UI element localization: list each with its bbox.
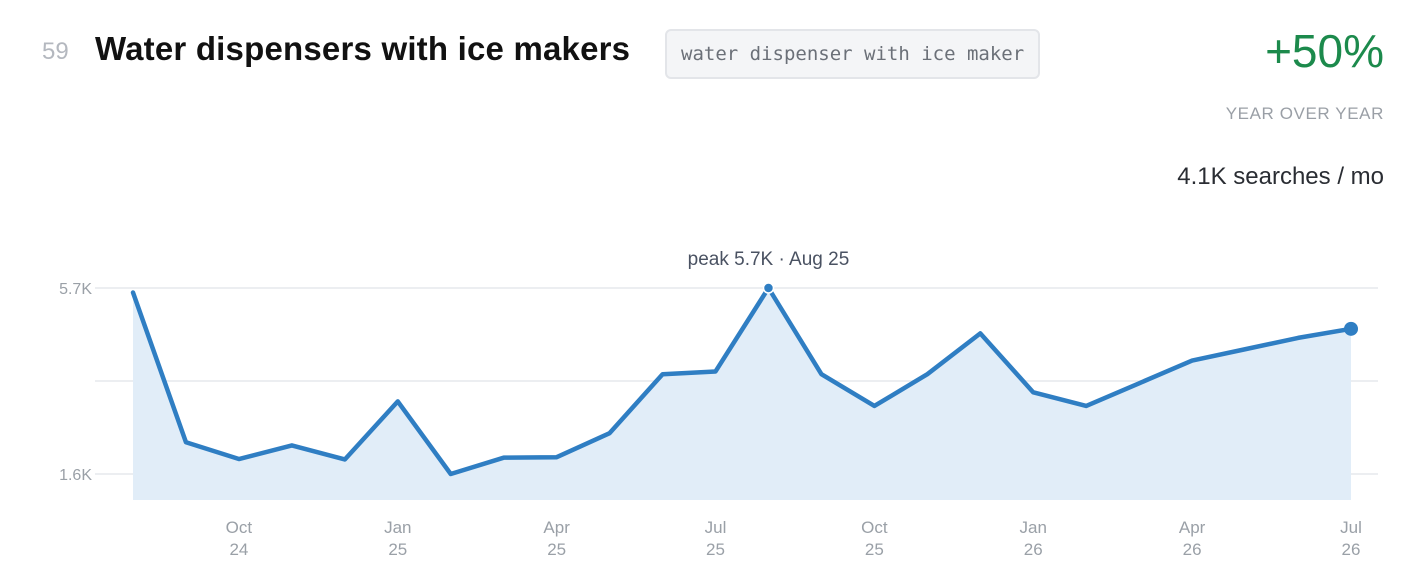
x-tick-label: Jul: [1340, 518, 1362, 537]
growth-label: YEAR OVER YEAR: [1225, 104, 1384, 123]
y-tick-label: 1.6K: [59, 467, 92, 484]
x-tick-year-label: 26: [1183, 540, 1202, 559]
trend-rank: 59: [42, 38, 69, 65]
x-tick-label: Apr: [543, 518, 570, 537]
last-point-marker: [1344, 321, 1358, 336]
x-tick-year-label: 25: [865, 540, 884, 559]
x-tick-year-label: 26: [1342, 540, 1361, 559]
x-tick-label: Jan: [384, 518, 411, 537]
peak-label: peak 5.7K · Aug 25: [688, 249, 850, 270]
x-tick-label: Oct: [226, 518, 253, 537]
x-tick-label: Oct: [861, 518, 888, 537]
search-volume: 4.1K searches / mo: [1177, 163, 1384, 190]
x-tick-year-label: 25: [547, 540, 566, 559]
x-tick-year-label: 24: [229, 540, 248, 559]
x-tick-year-label: 25: [706, 540, 725, 559]
x-tick-year-label: 25: [388, 540, 407, 559]
series-line: [130, 285, 1354, 477]
trend-title[interactable]: Water dispensers with ice makers: [95, 30, 631, 67]
keyword-chip[interactable]: water dispenser with ice maker: [665, 29, 1041, 79]
x-tick-label: Apr: [1179, 518, 1206, 537]
x-tick-label: Jan: [1020, 518, 1047, 537]
y-tick-label: 5.7K: [59, 281, 92, 298]
peak-marker: [762, 282, 775, 294]
area-fill: [133, 288, 1351, 500]
growth-percent: +50%: [1265, 25, 1384, 77]
x-tick-year-label: 26: [1024, 540, 1043, 559]
x-tick-label: Jul: [705, 518, 727, 537]
